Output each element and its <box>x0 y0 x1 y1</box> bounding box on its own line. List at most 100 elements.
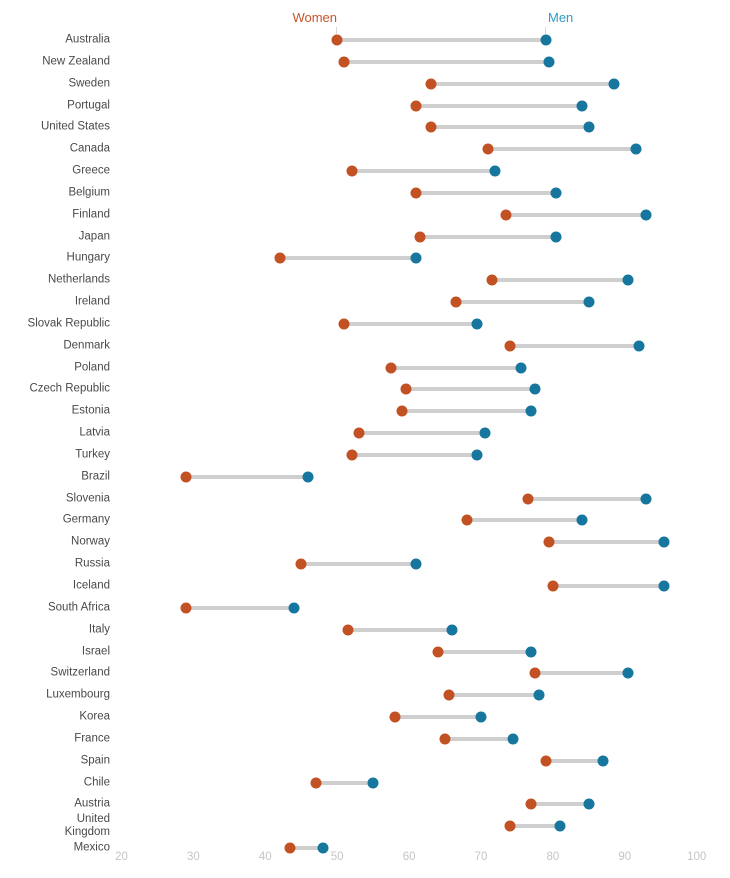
category-label: Belgium <box>68 186 110 199</box>
connector-line <box>455 300 589 305</box>
men-dot <box>479 427 491 439</box>
women-dot <box>482 143 494 155</box>
category-label: Estonia <box>71 404 110 417</box>
axis-tick-label: 20 <box>115 851 128 863</box>
connector-line <box>491 278 629 283</box>
men-leader-tick <box>545 27 546 34</box>
women-dot <box>547 580 559 592</box>
women-dot <box>353 427 365 439</box>
connector-line <box>279 256 417 261</box>
category-label: Denmark <box>63 339 110 352</box>
women-dot <box>400 383 411 395</box>
category-label: Poland <box>74 361 110 374</box>
category-label: New Zealand <box>42 55 110 68</box>
men-dot <box>640 493 652 505</box>
category-label: Finland <box>72 208 110 221</box>
women-dot <box>284 842 296 854</box>
category-label: Czech Republic <box>29 382 110 395</box>
connector-line <box>347 627 453 632</box>
men-dot <box>597 755 609 767</box>
men-dot <box>525 405 537 417</box>
connector-line <box>437 649 532 654</box>
connector-line <box>344 59 550 64</box>
men-dot <box>583 121 595 133</box>
category-label: Slovenia <box>65 492 110 505</box>
men-dot <box>543 56 555 68</box>
men-dot <box>475 711 487 723</box>
axis-tick-label: 40 <box>258 851 272 863</box>
men-dot <box>367 777 379 789</box>
category-label: Ireland <box>74 295 110 308</box>
connector-line <box>419 234 557 239</box>
men-dot <box>540 34 552 46</box>
category-label: Netherlands <box>47 273 110 286</box>
legend-men-label: Men <box>548 10 574 25</box>
women-dot <box>461 514 473 526</box>
women-dot <box>443 689 455 701</box>
connector-line <box>401 409 532 414</box>
category-label: Chile <box>83 776 110 789</box>
women-dot <box>486 274 498 286</box>
connector-line <box>527 496 647 501</box>
category-label: Korea <box>79 710 110 723</box>
women-leader-tick <box>336 27 337 34</box>
connector-line <box>186 605 295 610</box>
women-dot <box>385 362 397 374</box>
connector-line <box>488 147 636 152</box>
connector-line <box>394 715 481 720</box>
men-dot <box>622 667 634 679</box>
connector-line <box>545 758 604 763</box>
men-dot <box>576 514 588 526</box>
category-label: France <box>74 732 110 745</box>
men-dot <box>529 383 541 395</box>
men-dot <box>583 798 595 810</box>
connector-line <box>290 846 323 851</box>
axis-tick-label: 70 <box>474 851 488 863</box>
connector-line <box>509 343 640 348</box>
men-dot <box>608 78 620 90</box>
category-label: Russia <box>74 557 110 570</box>
men-dot <box>550 187 562 199</box>
men-dot <box>633 340 645 352</box>
connector-line <box>337 38 546 42</box>
category-label: Portugal <box>67 99 110 112</box>
category-label: Slovak Republic <box>27 317 110 330</box>
category-label: Austria <box>74 797 110 810</box>
men-dot <box>317 842 329 854</box>
women-dot <box>432 646 444 658</box>
connector-line <box>351 452 478 457</box>
women-dot <box>450 296 462 308</box>
women-dot <box>180 602 192 614</box>
category-label: Japan <box>78 230 110 243</box>
category-label: Iceland <box>72 579 110 592</box>
men-dot <box>288 602 300 614</box>
women-dot <box>295 558 307 570</box>
connector-line <box>552 584 665 588</box>
men-dot <box>471 449 483 461</box>
men-dot <box>489 165 501 177</box>
men-dot <box>515 362 527 374</box>
men-dot <box>446 624 458 636</box>
women-dot <box>396 405 408 417</box>
category-label: Switzerland <box>50 666 110 679</box>
men-dot <box>658 580 670 592</box>
men-dot <box>410 252 422 264</box>
connector-line <box>549 540 665 545</box>
category-label: Germany <box>62 513 110 526</box>
men-dot <box>583 296 595 308</box>
connector-line <box>416 103 582 108</box>
men-dot <box>658 536 670 548</box>
women-dot <box>529 667 541 679</box>
category-label: Greece <box>72 164 110 177</box>
women-dot <box>504 340 516 352</box>
connector-line <box>416 190 557 195</box>
category-label: Australia <box>65 33 110 46</box>
women-dot <box>338 318 350 330</box>
connector-line <box>301 562 417 567</box>
connector-line <box>445 736 514 741</box>
category-label: Luxembourg <box>46 688 110 701</box>
connector-line <box>391 365 521 370</box>
connector-line <box>405 387 535 392</box>
axis-tick-label: 50 <box>330 851 344 863</box>
men-dot <box>630 143 642 155</box>
